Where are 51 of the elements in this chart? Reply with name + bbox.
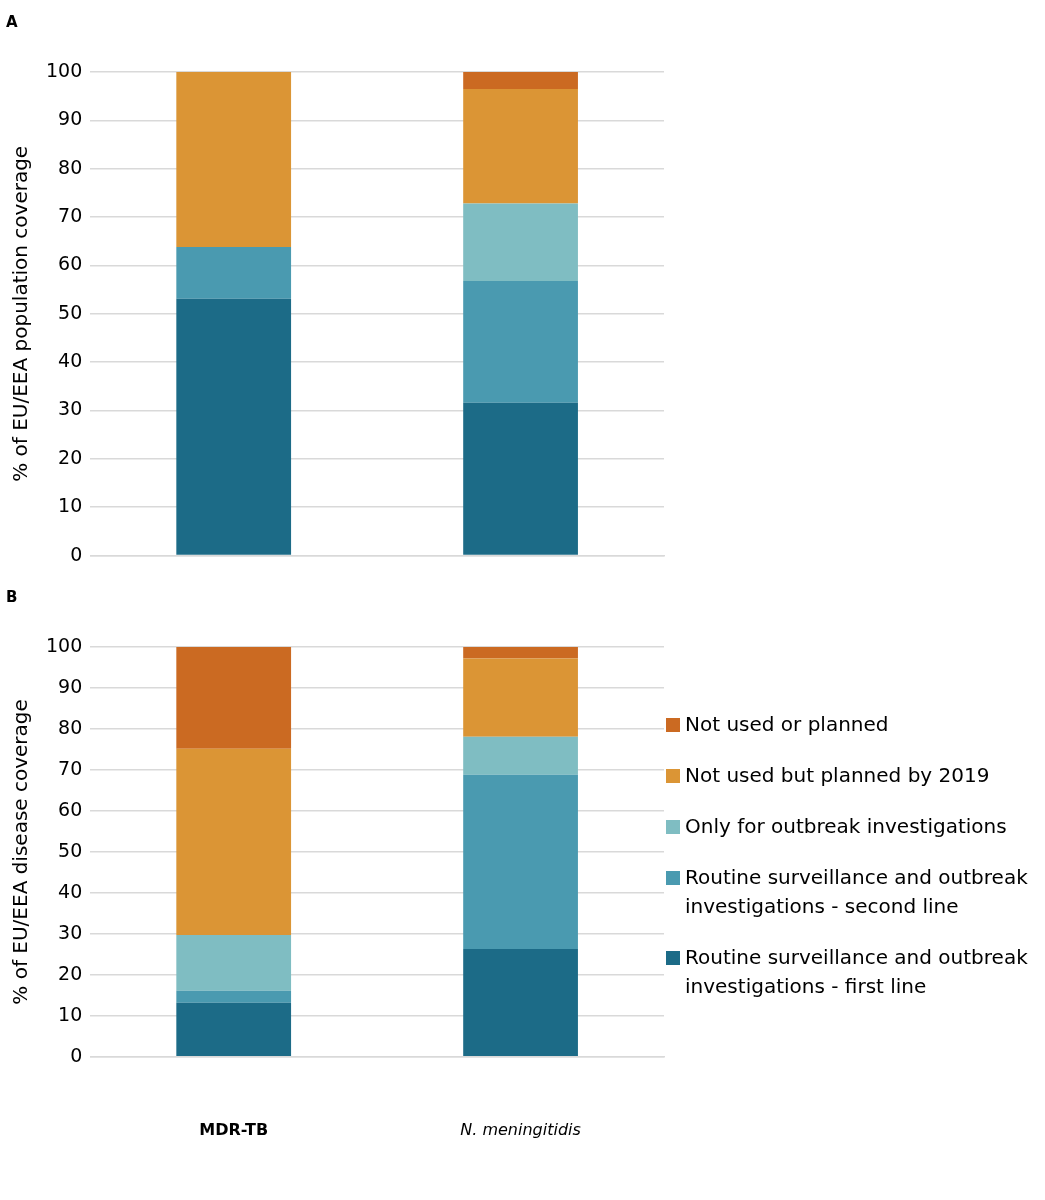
bar (463, 72, 578, 89)
y-axis-title: % of EU/EEA disease coverage (8, 699, 33, 1005)
bar (463, 658, 578, 737)
y-tick-label: 50 (58, 300, 83, 323)
y-tick-label: 30 (58, 920, 83, 943)
y-tick-label: 40 (58, 349, 83, 372)
legend-label: Not used but planned by 2019 (685, 762, 990, 789)
y-tick-label: 20 (58, 961, 83, 984)
bar (176, 935, 292, 991)
x-tick-label: MDR-TB (199, 1119, 269, 1139)
bar (176, 298, 292, 555)
x-tick-label: N. meningitidis (460, 1119, 581, 1139)
bar (463, 949, 578, 1057)
y-tick-label: 10 (58, 494, 83, 517)
chart-title: A (6, 12, 18, 31)
y-tick-label: 0 (70, 1043, 83, 1066)
y-tick-label: 10 (58, 1002, 83, 1025)
bar (463, 280, 578, 403)
y-tick-label: 80 (58, 715, 83, 738)
y-axis-title: % of EU/EEA population coverage (8, 145, 33, 482)
y-tick-label: 90 (58, 107, 83, 130)
bar (176, 990, 292, 1003)
bar (176, 247, 292, 299)
y-tick-label: 70 (58, 756, 83, 779)
legend-label: Only for outbreak investigations (685, 813, 1007, 840)
legend-label: Routine surveillance and outbreak investigations - first line (685, 944, 1029, 1000)
y-tick-label: 100 (46, 58, 83, 81)
legend-label: Not used or planned (685, 711, 889, 738)
y-tick-label: 60 (58, 797, 83, 820)
bar (463, 402, 578, 555)
y-tick-label: 40 (58, 879, 83, 902)
y-tick-label: 20 (58, 445, 83, 468)
y-tick-label: 70 (58, 204, 83, 227)
chart-title: B (6, 587, 18, 606)
legend-label: Routine surveillance and outbreak investigations - second line (685, 864, 1029, 920)
bar (463, 88, 578, 204)
bar (176, 1002, 292, 1057)
bar (463, 647, 578, 659)
bar (176, 72, 292, 248)
y-tick-label: 50 (58, 838, 83, 861)
y-tick-label: 100 (46, 633, 83, 656)
bar (463, 203, 578, 281)
bar (463, 736, 578, 775)
bar (176, 647, 292, 749)
y-tick-label: 60 (58, 252, 83, 275)
y-tick-label: 80 (58, 155, 83, 178)
y-tick-label: 30 (58, 397, 83, 420)
y-tick-label: 0 (70, 542, 83, 565)
bar (463, 774, 578, 950)
bar (176, 748, 292, 936)
y-tick-label: 90 (58, 674, 83, 697)
